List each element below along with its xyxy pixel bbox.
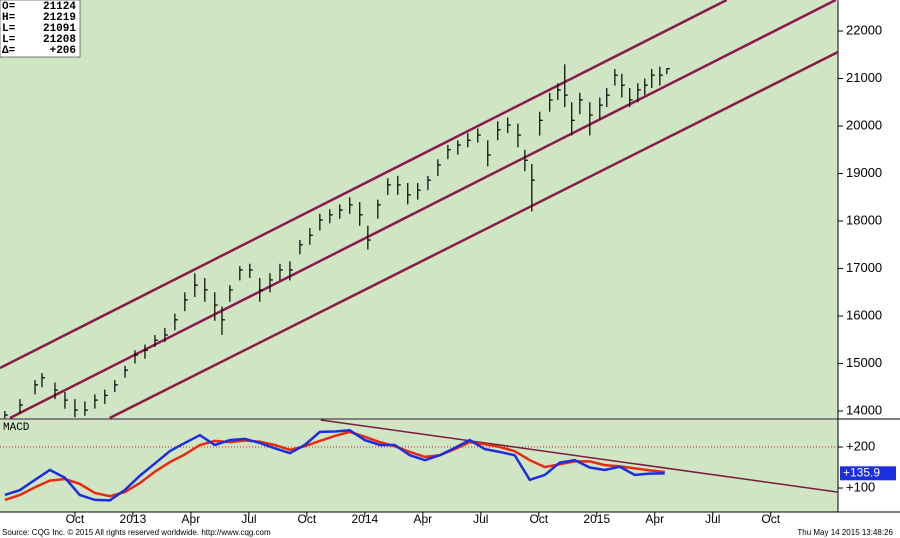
trend-line: [320, 419, 839, 493]
y-tick-label: 20000: [846, 117, 882, 132]
x-tick-label: Apr: [645, 512, 664, 526]
y-tick-label: 15000: [846, 355, 882, 370]
last-value-box: [840, 466, 896, 481]
x-tick-label: 2015: [583, 512, 610, 526]
box-label: O=: [2, 1, 16, 13]
ohlc-box: [0, 0, 81, 58]
x-tick-label: 2014: [351, 512, 378, 526]
last-value-label: +135.9: [843, 465, 880, 479]
channel-line: [9, 0, 837, 420]
y-tick-label: 17000: [846, 260, 882, 275]
box-label: L=: [2, 23, 16, 35]
x-tick-label: Apr: [182, 512, 201, 526]
timestamp: Thu May 14 2015 13:48:26: [797, 528, 893, 537]
box-label: L=: [2, 34, 16, 46]
x-tick-label: Oct: [761, 512, 780, 526]
channel-line: [0, 0, 728, 370]
x-tick-label: Jul: [241, 512, 256, 526]
box-value: +206: [50, 45, 76, 57]
x-tick-label: Oct: [66, 512, 85, 526]
x-tick-label: 2013: [120, 512, 147, 526]
y-tick-label: 22000: [846, 22, 882, 37]
macd-panel: [0, 420, 838, 512]
x-tick-label: Jul: [473, 512, 488, 526]
macd-line: [4, 428, 665, 502]
x-tick-label: Oct: [298, 512, 317, 526]
box-value: 21208: [43, 34, 76, 46]
x-tick-label: Jul: [705, 512, 720, 526]
y-tick-label: 19000: [846, 165, 882, 180]
y-tick-label: 18000: [846, 212, 882, 227]
box-label: Δ=: [2, 45, 16, 57]
box-label: H=: [2, 12, 16, 24]
y-tick-label: 21000: [846, 70, 882, 85]
box-value: 21124: [43, 1, 76, 13]
y-tick-label: 14000: [846, 402, 882, 417]
x-tick-label: Apr: [413, 512, 432, 526]
box-value: 21219: [43, 12, 76, 24]
panel-title: MACD: [3, 422, 30, 434]
channel-line: [109, 50, 839, 420]
y-tick-label: +100: [846, 479, 875, 494]
x-tick-label: Oct: [529, 512, 548, 526]
source: Source: CQG Inc. © 2015 All rights reser…: [2, 528, 271, 537]
box-value: 21091: [43, 23, 76, 35]
y-tick-label: +200: [846, 438, 875, 453]
y-tick-label: 16000: [846, 307, 882, 322]
